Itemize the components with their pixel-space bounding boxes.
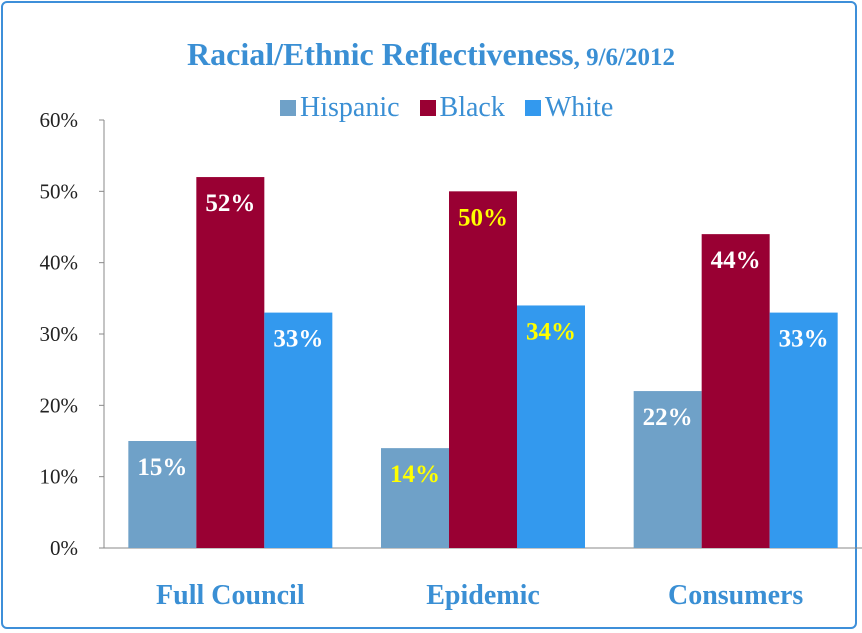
legend-swatch-black (419, 100, 436, 116)
bar (517, 305, 585, 548)
title-date: , 9/6/2012 (573, 44, 675, 71)
legend-label-black: Black (439, 92, 505, 123)
data-label: 50% (458, 204, 508, 231)
y-tick-label: 50% (40, 179, 79, 203)
legend: Hispanic Black White (280, 92, 633, 124)
data-label: 34% (526, 318, 576, 345)
data-label: 44% (711, 247, 761, 274)
data-label: 22% (643, 404, 693, 431)
bar (128, 441, 197, 548)
legend-item-hispanic: Hispanic (280, 92, 400, 124)
data-label: 33% (779, 326, 829, 353)
bar (769, 312, 838, 548)
bar (196, 177, 265, 549)
data-label: 33% (273, 326, 323, 353)
data-label: 15% (137, 454, 187, 481)
legend-label-white: White (544, 92, 614, 123)
title-main: Racial/Ethnic Reflectiveness (187, 36, 574, 72)
legend-item-white: White (524, 92, 614, 124)
bar (633, 391, 702, 548)
bar (381, 448, 449, 548)
data-label: 14% (390, 461, 440, 488)
y-tick-label: 60% (40, 108, 79, 132)
category-label: Full Council (156, 580, 305, 611)
bar (449, 191, 517, 549)
legend-swatch-hispanic (280, 100, 296, 116)
legend-item-black: Black (419, 92, 505, 124)
category-label: Consumers (668, 580, 803, 611)
y-tick-label: 20% (40, 393, 79, 417)
chart-title: Racial/Ethnic Reflectiveness, 9/6/2012 (0, 36, 862, 73)
bar (701, 234, 770, 548)
bar (264, 312, 333, 548)
y-tick-label: 40% (40, 251, 79, 275)
y-tick-label: 10% (40, 465, 79, 489)
data-label: 52% (205, 190, 255, 217)
y-tick-label: 30% (40, 322, 79, 346)
legend-swatch-white (524, 100, 541, 116)
legend-label-hispanic: Hispanic (300, 92, 400, 123)
y-tick-label: 0% (50, 536, 78, 560)
category-label: Epidemic (426, 580, 540, 611)
